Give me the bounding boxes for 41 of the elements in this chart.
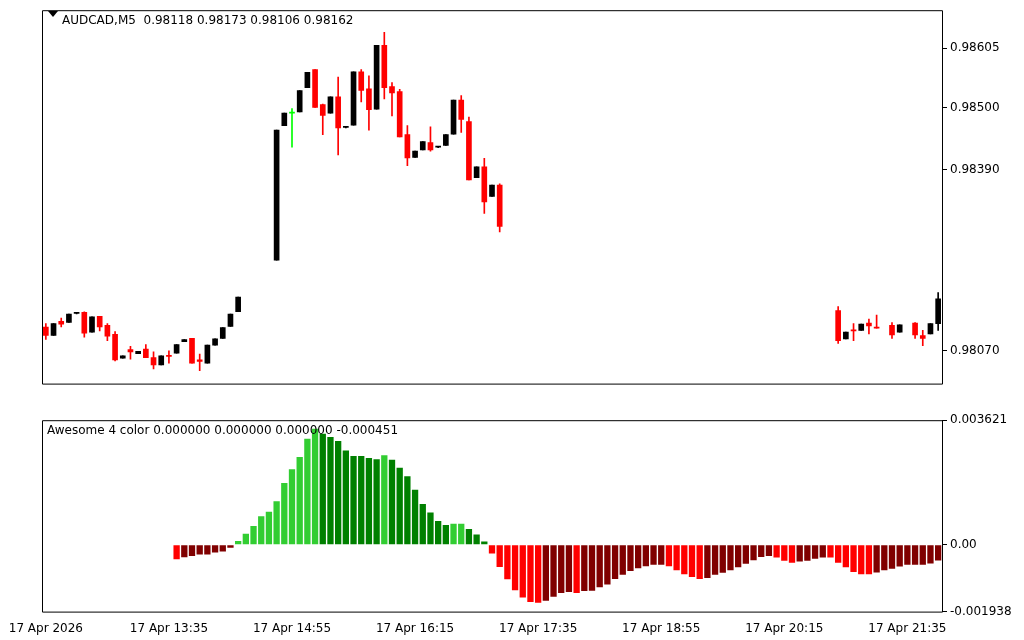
bar	[388, 459, 396, 545]
candlestick	[166, 350, 172, 364]
bar	[688, 545, 696, 577]
y-tick-label: 0.98605	[950, 40, 1000, 55]
bar	[788, 545, 796, 563]
bar	[565, 545, 573, 593]
x-tick-label: 17 Apr 2026	[8, 620, 83, 635]
bar	[588, 545, 596, 591]
chart-title: AUDCAD,M5 0.98118 0.98173 0.98106 0.98162	[62, 13, 354, 28]
x-tick-label: 17 Apr 17:35	[499, 620, 578, 635]
bar	[888, 545, 896, 569]
bar	[173, 545, 180, 560]
bar	[442, 524, 449, 545]
bar	[819, 545, 826, 558]
candlestick	[866, 318, 872, 335]
y-tick-label: -0.001938	[950, 603, 1012, 618]
bar	[865, 545, 873, 575]
bar	[573, 545, 580, 594]
bar	[696, 545, 703, 579]
x-tick-label: 17 Apr 20:15	[745, 620, 824, 635]
candlestick	[389, 82, 395, 117]
x-tick-label: 17 Apr 13:35	[129, 620, 209, 635]
bar	[765, 545, 773, 556]
y-tick-label: 0.98390	[950, 161, 1000, 176]
chart-title: Awesome 4 color 0.000000 0.000000 0.000000 -0.000451	[47, 423, 399, 438]
x-tick-label: 17 Apr 16:15	[375, 620, 455, 635]
candlestick	[196, 353, 203, 371]
x-tick-label: 17 Apr 14:55	[252, 620, 332, 635]
x-tick-label: 17 Apr 18:55	[622, 620, 701, 635]
x-tick-label: 17 Apr 21:35	[868, 620, 947, 635]
y-tick-label: 0.98070	[950, 342, 1000, 357]
bar	[288, 469, 296, 545]
bar	[488, 545, 496, 554]
bar	[181, 545, 188, 558]
y-tick-label: 0.98500	[950, 99, 1000, 114]
bar	[381, 455, 388, 545]
bar	[581, 545, 588, 592]
y-tick-label: 0.00	[950, 537, 977, 551]
y-tick-label: 0.003621	[950, 412, 1008, 427]
candlestick	[919, 330, 926, 347]
bar	[188, 545, 196, 556]
